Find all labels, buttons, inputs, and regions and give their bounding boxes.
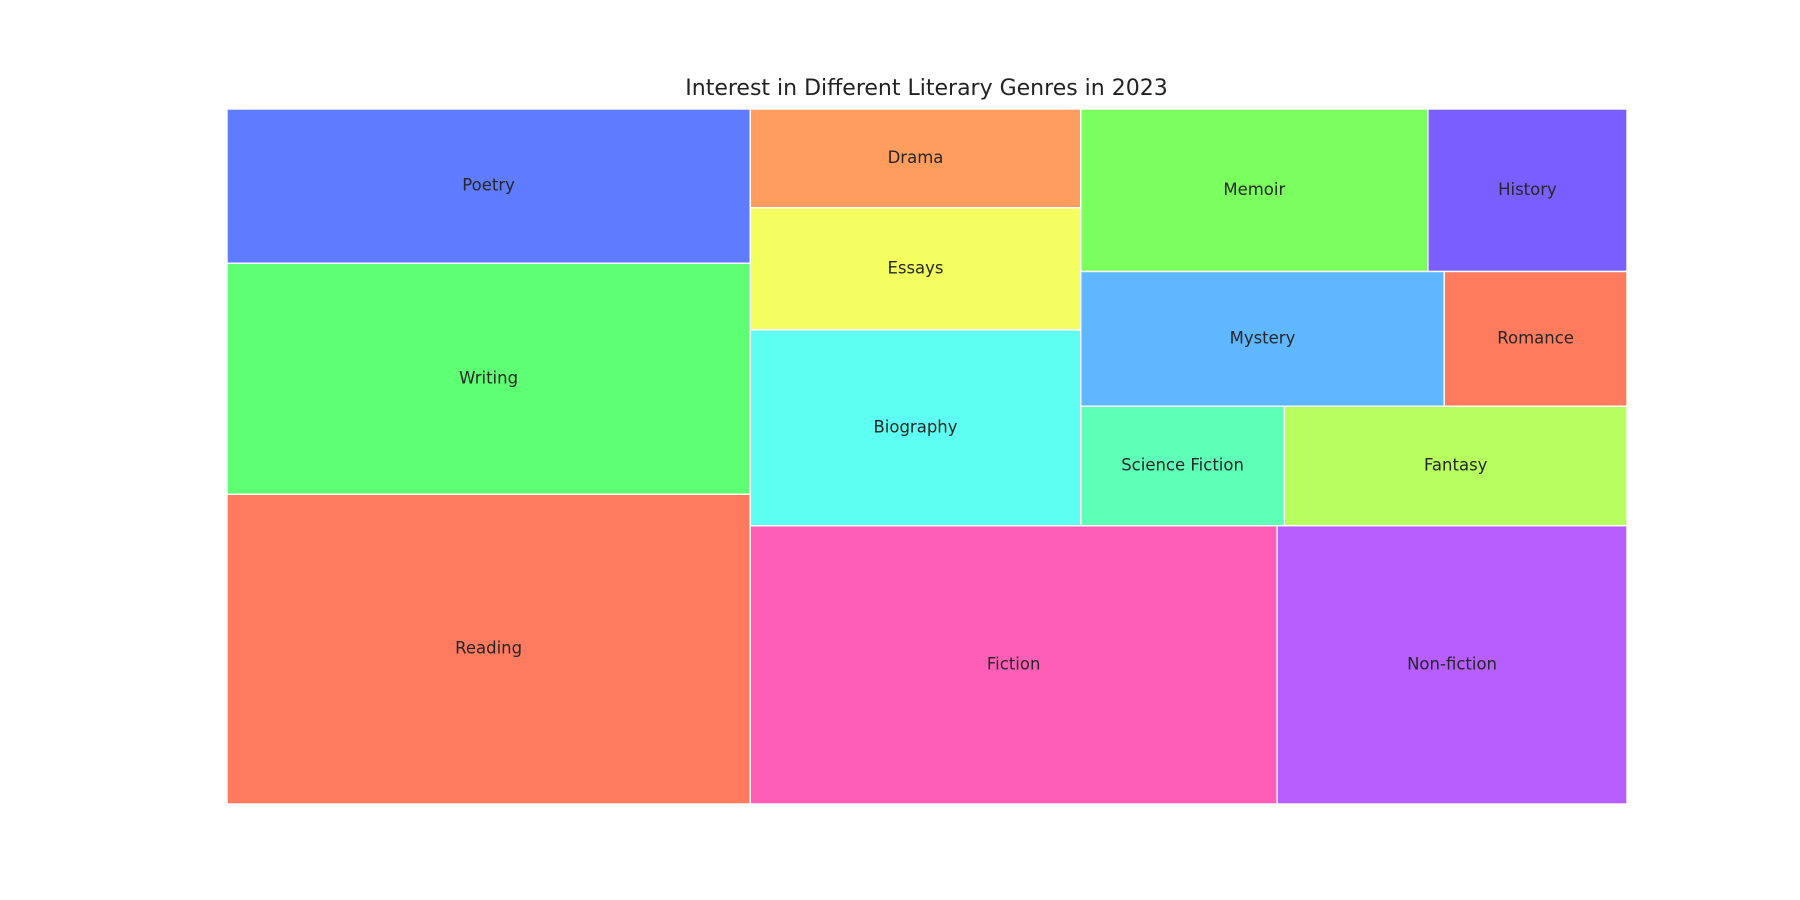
tile-label-writing: Writing: [459, 368, 518, 387]
tile-rect-writing: [226, 262, 751, 495]
tile-rect-drama: [749, 108, 1082, 209]
tile-label-drama: Drama: [888, 148, 944, 167]
tile-rect-poetry: [226, 108, 751, 265]
tile-label-essays: Essays: [887, 258, 943, 277]
tile-rect-memoir: [1080, 108, 1429, 273]
tile-label-reading: Reading: [455, 639, 522, 658]
tile-label-history: History: [1498, 180, 1557, 199]
tile-fantasy: Fantasy: [1283, 405, 1628, 527]
tile-label-science-fiction: Science Fiction: [1121, 455, 1244, 474]
tile-history: History: [1427, 108, 1628, 273]
tile-rect-reading: [226, 493, 751, 805]
tile-label-fiction: Fiction: [987, 654, 1041, 673]
tile-label-romance: Romance: [1497, 328, 1574, 347]
tile-biography: Biography: [749, 329, 1082, 527]
tile-romance: Romance: [1443, 270, 1628, 407]
tile-drama: Drama: [749, 108, 1082, 209]
chart-title: Interest in Different Literary Genres in…: [685, 76, 1168, 101]
tile-fiction: Fiction: [749, 525, 1278, 805]
tile-essays: Essays: [749, 207, 1082, 331]
tile-non-fiction: Non-fiction: [1276, 525, 1628, 805]
tile-rect-non-fiction: [1276, 525, 1628, 805]
tile-science-fiction: Science Fiction: [1080, 405, 1286, 527]
tile-memoir: Memoir: [1080, 108, 1429, 273]
tile-mystery: Mystery: [1080, 270, 1445, 407]
tile-label-memoir: Memoir: [1223, 180, 1285, 199]
tile-rect-biography: [749, 329, 1082, 527]
tile-rect-fantasy: [1283, 405, 1628, 527]
tile-rect-fiction: [749, 525, 1278, 805]
tile-poetry: Poetry: [226, 108, 751, 265]
tile-label-biography: Biography: [873, 417, 957, 436]
tile-label-poetry: Poetry: [462, 176, 515, 195]
tile-rect-romance: [1443, 270, 1628, 407]
tile-label-non-fiction: Non-fiction: [1407, 654, 1497, 673]
tile-reading: Reading: [226, 493, 751, 805]
tile-rect-mystery: [1080, 270, 1445, 407]
tile-label-fantasy: Fantasy: [1424, 455, 1488, 474]
tile-rect-history: [1427, 108, 1628, 273]
tile-label-mystery: Mystery: [1230, 328, 1296, 347]
tile-writing: Writing: [226, 262, 751, 495]
